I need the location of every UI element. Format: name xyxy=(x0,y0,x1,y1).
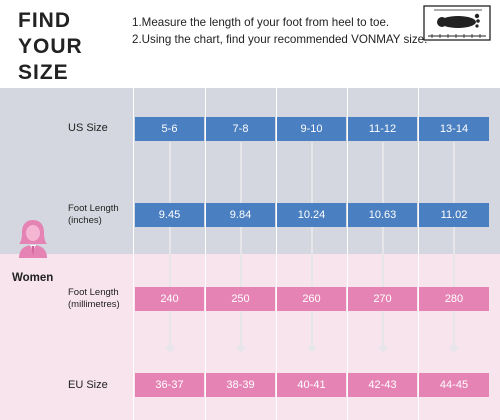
arrow-head-icon xyxy=(307,346,317,353)
us-measure-band xyxy=(0,88,500,254)
down-arrow xyxy=(311,142,313,347)
down-arrow xyxy=(453,142,455,347)
woman-icon xyxy=(19,220,47,258)
column-divider xyxy=(133,88,134,420)
us-size-cell: 13-14 xyxy=(419,117,489,141)
foot-length-mm-cell: 250 xyxy=(206,287,275,311)
arrow-head-icon xyxy=(449,346,459,353)
foot-length-inches-cell: 9.84 xyxy=(206,203,275,227)
foot-length-inches-cell: 10.24 xyxy=(277,203,346,227)
us-size-cell: 9-10 xyxy=(277,117,346,141)
down-arrow xyxy=(382,142,384,347)
foot-length-mm-cell: 240 xyxy=(135,287,204,311)
foot-length-inches-label: Foot Length (inches) xyxy=(68,203,119,227)
foot-measure-icon xyxy=(423,5,491,41)
gender-label: Women xyxy=(12,272,54,284)
column-divider xyxy=(205,88,206,420)
foot-length-inches-cell: 10.63 xyxy=(348,203,417,227)
title-line1: FIND xyxy=(18,9,71,32)
label-line: Foot Length xyxy=(68,287,119,298)
eu-size-cell: 36-37 xyxy=(135,373,204,397)
us-size-cell: 7-8 xyxy=(206,117,275,141)
label-unit: (inches) xyxy=(68,215,102,226)
foot-length-mm-label: Foot Length (millimetres) xyxy=(68,287,120,311)
instructions: 1.Measure the length of your foot from h… xyxy=(132,14,428,48)
foot-length-inches-cell: 11.02 xyxy=(419,203,489,227)
eu-size-cell: 42-43 xyxy=(348,373,417,397)
eu-size-cell: 38-39 xyxy=(206,373,275,397)
arrow-head-icon xyxy=(165,346,175,353)
eu-size-cell: 44-45 xyxy=(419,373,489,397)
column-divider xyxy=(418,88,419,420)
eu-size-label: EU Size xyxy=(68,379,108,391)
label-line: Foot Length xyxy=(68,203,119,214)
foot-length-inches-cell: 9.45 xyxy=(135,203,204,227)
foot-length-mm-cell: 260 xyxy=(277,287,346,311)
down-arrow xyxy=(240,142,242,347)
arrow-head-icon xyxy=(378,346,388,353)
us-size-cell: 5-6 xyxy=(135,117,204,141)
eu-size-cell: 40-41 xyxy=(277,373,346,397)
column-divider xyxy=(347,88,348,420)
title-line2: YOUR SIZE xyxy=(18,35,83,84)
foot-length-mm-cell: 280 xyxy=(419,287,489,311)
column-divider xyxy=(276,88,277,420)
foot-length-mm-cell: 270 xyxy=(348,287,417,311)
instruction-step2: 2.Using the chart, find your recommended… xyxy=(132,33,428,46)
instruction-step1: 1.Measure the length of your foot from h… xyxy=(132,16,390,29)
page-title: FIND YOUR SIZE xyxy=(18,8,128,86)
us-size-cell: 11-12 xyxy=(348,117,417,141)
header: FIND YOUR SIZE 1.Measure the length of y… xyxy=(0,0,500,88)
arrow-head-icon xyxy=(236,346,246,353)
label-unit: (millimetres) xyxy=(68,299,120,310)
us-size-label: US Size xyxy=(68,122,108,134)
down-arrow xyxy=(169,142,171,347)
